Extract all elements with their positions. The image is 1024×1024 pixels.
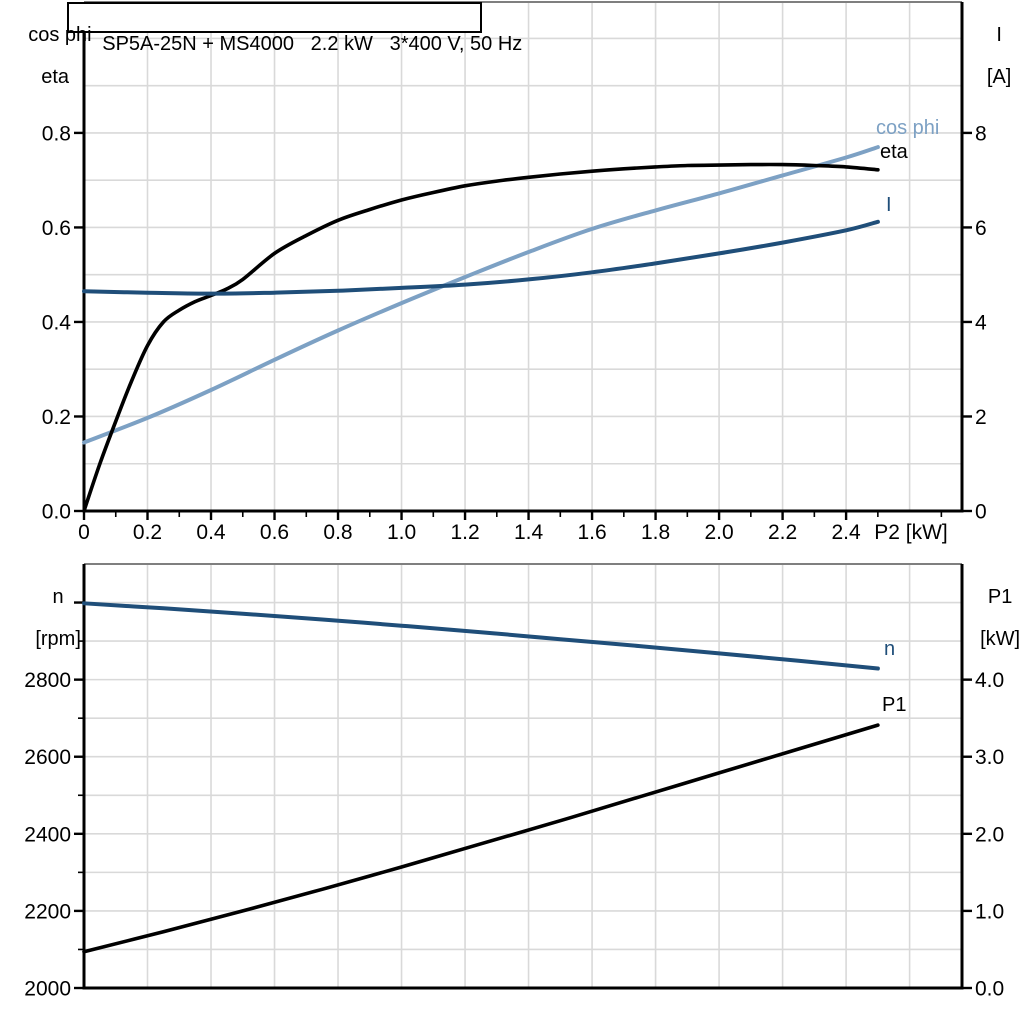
x-axis-tick-label: 2.4 [831, 521, 861, 544]
left-axis-label-line1: cos phi [28, 24, 92, 46]
x-axis-tick-label: 0 [78, 521, 90, 544]
left-axis-tick-label: 0.2 [42, 406, 71, 429]
bottom-chart-left-axis-label: n [rpm] [10, 566, 84, 671]
left-axis-tick-label: 2600 [24, 746, 71, 769]
chart-title-box: SP5A-25N + MS4000 2.2 kW 3*400 V, 50 Hz [67, 2, 522, 55]
top-left-axis-label: cos phi eta [6, 4, 91, 109]
x-axis-tick-label: 1.8 [641, 521, 670, 544]
rpm-axis-label-line1: n [52, 586, 64, 608]
series-label-cos-phi: cos phi [876, 117, 939, 139]
x-axis-tick-label: 1.2 [450, 521, 479, 544]
p1-axis-label-line1: P1 [987, 586, 1013, 608]
x-axis-tick-label: 1.0 [387, 521, 416, 544]
right-axis-tick-label: 2.0 [975, 823, 1004, 846]
left-axis-tick-label: 0.6 [42, 217, 71, 240]
right-axis-tick-label: 4 [975, 311, 987, 334]
series-curve-cos-phi [82, 145, 880, 445]
rpm-axis-label-line2: [rpm] [35, 628, 81, 650]
series-curve-p1 [82, 723, 880, 954]
right-axis-tick-label: 3.0 [975, 746, 1004, 769]
x-axis-tick-label: 1.4 [514, 521, 544, 544]
series-curve-eta [82, 162, 880, 513]
p1-axis-label-line2: [kW] [980, 628, 1021, 650]
bottom-chart-right-axis-label: P1 [kW] [957, 566, 1021, 671]
right-axis-label-line2: [A] [986, 66, 1012, 88]
left-axis-tick-label: 2000 [24, 978, 71, 1001]
right-axis-tick-label: 0.0 [975, 978, 1004, 1001]
x-axis-tick-label: 2.0 [704, 521, 733, 544]
x-axis-title: P2 [kW] [874, 521, 948, 544]
series-label-n: n [884, 638, 895, 660]
left-axis-tick-label: 0.8 [42, 122, 71, 145]
series-label-eta: eta [880, 141, 909, 163]
x-axis-tick-label: 1.6 [577, 521, 606, 544]
right-axis-tick-label: 2 [975, 406, 987, 429]
left-axis-label-line2: eta [41, 66, 70, 88]
right-axis-tick-label: 8 [975, 122, 987, 145]
x-axis-tick-label: 2.2 [768, 521, 797, 544]
series-curve-i [82, 219, 880, 296]
left-axis-tick-label: 2200 [24, 900, 71, 923]
series-label-i: I [886, 194, 892, 216]
x-axis-tick-label: 0.2 [133, 521, 162, 544]
right-axis-tick-label: 4.0 [975, 669, 1004, 692]
left-axis-tick-label: 2400 [24, 823, 71, 846]
right-axis-label-line1: I [996, 24, 1002, 46]
top-right-axis-label: I [A] [956, 4, 1020, 109]
series-curve-n [82, 601, 880, 671]
chart-title: SP5A-25N + MS4000 2.2 kW 3*400 V, 50 Hz [102, 33, 523, 55]
series-label-p1: P1 [882, 694, 906, 716]
left-axis-tick-label: 0.0 [42, 501, 71, 524]
x-axis-tick-label: 0.8 [323, 521, 352, 544]
left-axis-tick-label: 2800 [24, 669, 71, 692]
right-axis-tick-label: 0 [975, 501, 987, 524]
x-axis-tick-label: 0.6 [260, 521, 289, 544]
x-axis-tick-label: 0.4 [196, 521, 226, 544]
right-axis-tick-label: 1.0 [975, 900, 1004, 923]
right-axis-tick-label: 6 [975, 217, 987, 240]
left-axis-tick-label: 0.4 [42, 311, 72, 334]
